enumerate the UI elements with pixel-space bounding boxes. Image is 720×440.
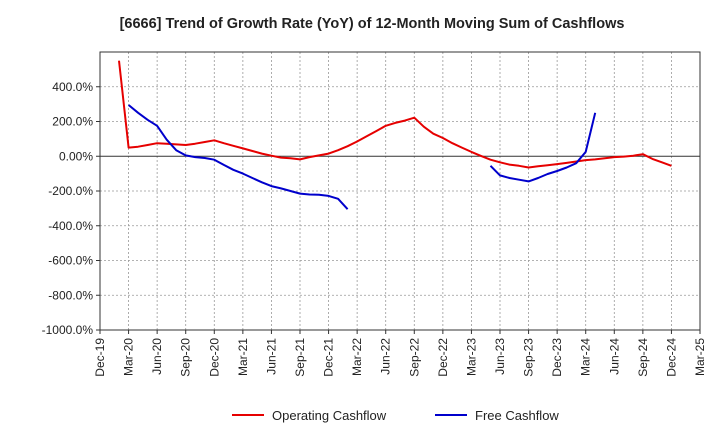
plot-area — [99, 51, 701, 331]
x-axis-ticks: Dec-19 Mar-20 Jun-20 Sep-20 Dec-20 Mar-21 Jun-… — [93, 330, 707, 377]
series-line-free-cashflow — [489, 112, 597, 183]
x-tick-label: Dec-22 — [436, 338, 450, 377]
series-lines — [118, 60, 672, 210]
chart-title: [6666] Trend of Growth Rate (YoY) of 12-… — [120, 16, 625, 32]
series-line-operating-cashflow — [118, 60, 672, 169]
x-tick-label: Mar-22 — [350, 338, 364, 376]
y-tick-label: -600.0% — [48, 254, 93, 268]
y-axis-ticks: 400.0% 200.0% 0.00% -200.0% -400.0% -600.0% -8… — [42, 80, 100, 337]
series-line-free-cashflow — [127, 104, 349, 210]
x-tick-label: Dec-23 — [550, 338, 564, 377]
x-tick-label: Dec-24 — [664, 338, 678, 377]
y-tick-label: 0.00% — [59, 149, 93, 163]
y-tick-label: -200.0% — [48, 184, 93, 198]
y-tick-label: 200.0% — [52, 115, 93, 129]
x-tick-label: Dec-19 — [93, 338, 107, 377]
y-tick-label: -800.0% — [48, 288, 93, 302]
x-tick-label: Mar-23 — [464, 338, 478, 376]
x-tick-label: Sep-24 — [636, 338, 650, 377]
x-tick-label: Dec-21 — [322, 338, 336, 377]
y-tick-label: 400.0% — [52, 80, 93, 94]
x-tick-label: Sep-20 — [179, 338, 193, 377]
x-tick-label: Jun-20 — [150, 338, 164, 375]
y-tick-label: -1000.0% — [42, 323, 94, 337]
x-tick-label: Mar-25 — [693, 338, 707, 376]
y-tick-label: -400.0% — [48, 219, 93, 233]
x-tick-label: Dec-20 — [207, 338, 221, 377]
legend-label-operating-cashflow: Operating Cashflow — [272, 408, 387, 423]
x-tick-label: Sep-23 — [522, 338, 536, 377]
x-tick-label: Jun-24 — [607, 338, 621, 375]
x-tick-label: Mar-24 — [579, 338, 593, 376]
x-tick-label: Jun-21 — [264, 338, 278, 375]
x-tick-label: Mar-21 — [236, 338, 250, 376]
x-tick-label: Jun-23 — [493, 338, 507, 375]
x-tick-label: Mar-20 — [122, 338, 136, 376]
x-tick-label: Jun-22 — [379, 338, 393, 375]
legend: Operating Cashflow Free Cashflow — [232, 408, 559, 423]
x-tick-label: Sep-22 — [407, 338, 421, 377]
legend-label-free-cashflow: Free Cashflow — [475, 408, 559, 423]
x-tick-label: Sep-21 — [293, 338, 307, 377]
